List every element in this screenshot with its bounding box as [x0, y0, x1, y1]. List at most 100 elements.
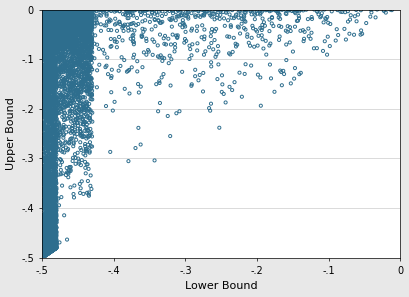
- Point: [73, 53, 80, 58]
- Point: [45, 230, 52, 235]
- Point: [47, 102, 54, 107]
- Point: [70, 34, 76, 39]
- Point: [66, 89, 73, 94]
- Point: [49, 240, 56, 245]
- Point: [41, 153, 47, 157]
- Point: [59, 20, 65, 24]
- Point: [52, 237, 58, 241]
- Point: [73, 80, 79, 84]
- Point: [51, 76, 58, 80]
- Point: [48, 57, 55, 61]
- Point: [47, 47, 53, 51]
- Point: [62, 7, 68, 12]
- Point: [47, 239, 54, 244]
- Point: [86, 15, 93, 19]
- Point: [58, 40, 65, 45]
- Point: [46, 10, 53, 14]
- Point: [278, 24, 285, 29]
- Point: [49, 106, 55, 111]
- Point: [40, 69, 47, 74]
- Point: [50, 184, 56, 189]
- Point: [48, 81, 54, 86]
- Point: [82, 7, 88, 12]
- Point: [45, 251, 51, 255]
- Point: [40, 140, 47, 145]
- Point: [45, 250, 52, 255]
- Point: [84, 86, 91, 90]
- Point: [51, 247, 58, 251]
- Point: [46, 43, 52, 48]
- Point: [87, 9, 94, 14]
- Point: [88, 42, 95, 47]
- Point: [47, 247, 54, 252]
- Point: [81, 16, 88, 21]
- Point: [49, 188, 55, 193]
- Point: [43, 252, 49, 257]
- Point: [41, 169, 48, 174]
- Point: [47, 18, 54, 23]
- Point: [40, 182, 47, 187]
- Point: [43, 197, 50, 201]
- Point: [65, 28, 72, 32]
- Point: [54, 48, 61, 53]
- Point: [88, 28, 95, 33]
- Point: [47, 216, 54, 221]
- Point: [81, 27, 88, 32]
- Point: [69, 10, 76, 15]
- Point: [41, 24, 47, 29]
- Point: [47, 247, 54, 252]
- Point: [44, 9, 51, 13]
- Point: [88, 57, 94, 62]
- Point: [102, 65, 109, 69]
- Point: [68, 15, 74, 19]
- Point: [67, 12, 74, 17]
- Point: [50, 158, 57, 163]
- Point: [72, 38, 79, 42]
- Point: [77, 7, 84, 12]
- Point: [44, 62, 50, 67]
- Point: [47, 223, 54, 228]
- Point: [50, 235, 57, 239]
- Point: [65, 25, 71, 30]
- Point: [56, 10, 62, 15]
- Point: [52, 245, 59, 250]
- Point: [45, 7, 52, 12]
- Point: [74, 18, 81, 23]
- Point: [40, 99, 46, 104]
- Point: [82, 95, 88, 100]
- Point: [53, 132, 60, 137]
- Point: [85, 84, 92, 89]
- Point: [49, 233, 55, 238]
- Point: [49, 246, 55, 251]
- Point: [47, 246, 54, 251]
- Point: [45, 133, 52, 138]
- Point: [74, 7, 81, 12]
- Point: [41, 252, 48, 257]
- Point: [48, 76, 55, 81]
- Point: [46, 218, 53, 223]
- Point: [43, 15, 49, 20]
- Point: [41, 7, 47, 12]
- Point: [61, 55, 67, 60]
- Point: [43, 191, 49, 196]
- Point: [82, 142, 88, 146]
- Point: [73, 12, 79, 16]
- Point: [63, 22, 70, 27]
- Point: [88, 11, 95, 15]
- Point: [42, 15, 49, 20]
- Point: [49, 52, 56, 56]
- Point: [86, 8, 93, 12]
- Point: [46, 189, 52, 193]
- Point: [80, 192, 87, 196]
- Point: [73, 48, 79, 53]
- Point: [85, 58, 92, 63]
- Point: [51, 243, 58, 248]
- Point: [45, 239, 51, 244]
- Point: [85, 179, 91, 184]
- Point: [49, 49, 56, 54]
- Point: [57, 7, 63, 12]
- Point: [82, 13, 88, 18]
- Point: [40, 84, 47, 89]
- Point: [63, 35, 70, 40]
- Point: [40, 42, 47, 46]
